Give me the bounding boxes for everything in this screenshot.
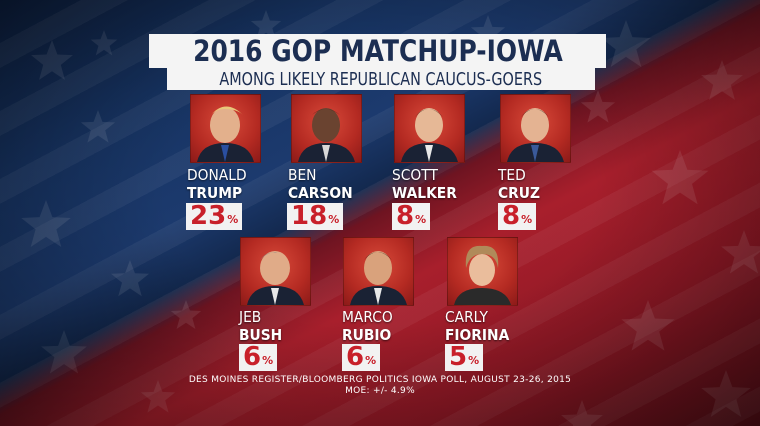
candidate-photo xyxy=(394,94,465,163)
percent-value: 6 xyxy=(346,342,365,372)
candidate-name: MARCO RUBIO xyxy=(342,308,397,344)
star-icon xyxy=(21,200,71,248)
percent-sign: % xyxy=(468,354,480,367)
candidate-name: TED CRUZ xyxy=(498,166,544,202)
margin-of-error: MOE: +/- 4.9% xyxy=(345,386,415,396)
star-icon xyxy=(721,230,760,274)
candidate-photo xyxy=(240,237,311,306)
star-icon xyxy=(580,90,616,123)
star-icon xyxy=(90,30,118,56)
star-icon xyxy=(701,370,751,418)
candidate-photo xyxy=(190,94,261,163)
percent-sign: % xyxy=(262,354,274,367)
candidate-photo xyxy=(291,94,362,163)
percent-badge: 6% xyxy=(342,342,381,372)
percent-value: 8 xyxy=(396,201,415,231)
percent-sign: % xyxy=(365,354,377,367)
first-name: BEN xyxy=(288,166,317,184)
percent-sign: % xyxy=(328,213,340,226)
percent-badge: 5% xyxy=(445,342,484,372)
star-icon xyxy=(140,380,176,413)
subtitle-banner: AMONG LIKELY REPUBLICAN CAUCUS-GOERS xyxy=(167,68,595,90)
candidate-name: SCOTT WALKER xyxy=(392,166,462,202)
first-name: JEB xyxy=(239,308,262,326)
percent-value: 23 xyxy=(190,201,227,231)
page-subtitle: AMONG LIKELY REPUBLICAN CAUCUS-GOERS xyxy=(219,68,543,90)
star-icon xyxy=(601,20,651,68)
percent-value: 8 xyxy=(502,201,521,231)
first-name: TED xyxy=(498,166,526,184)
portrait-icon xyxy=(401,108,458,162)
first-name: MARCO xyxy=(342,308,393,326)
candidate-photo xyxy=(343,237,414,306)
last-name: FIORINA xyxy=(445,326,510,344)
portrait-icon xyxy=(298,108,355,162)
star-icon xyxy=(41,330,87,374)
star-icon xyxy=(621,300,675,351)
first-name: SCOTT xyxy=(392,166,438,184)
last-name: CARSON xyxy=(288,184,353,202)
candidate-name: DONALD TRUMP xyxy=(187,166,252,202)
star-icon xyxy=(80,110,116,143)
portrait-icon xyxy=(454,245,511,305)
star-icon xyxy=(250,10,282,39)
candidate-photo xyxy=(500,94,571,163)
percent-badge: 8% xyxy=(392,201,431,231)
portrait-icon xyxy=(247,251,304,305)
candidate-name: JEB BUSH xyxy=(239,308,286,344)
page-title: 2016 GOP MATCHUP-IOWA xyxy=(192,34,563,68)
first-name: DONALD xyxy=(187,166,247,184)
percent-value: 5 xyxy=(449,342,468,372)
portrait-icon xyxy=(350,251,407,305)
first-name: CARLY xyxy=(445,308,488,326)
percent-sign: % xyxy=(415,213,427,226)
candidate-name: BEN CARSON xyxy=(288,166,358,202)
star-icon xyxy=(470,15,506,48)
percent-value: 6 xyxy=(243,342,262,372)
candidate-name: CARLY FIORINA xyxy=(445,308,515,344)
percent-sign: % xyxy=(227,213,239,226)
star-icon xyxy=(170,300,202,329)
star-icon xyxy=(31,40,73,80)
last-name: CRUZ xyxy=(498,184,540,202)
last-name: BUSH xyxy=(239,326,283,344)
candidate-photo xyxy=(447,237,518,306)
star-icon xyxy=(701,60,743,100)
last-name: RUBIO xyxy=(342,326,392,344)
title-banner: 2016 GOP MATCHUP-IOWA xyxy=(149,34,606,68)
portrait-icon xyxy=(197,106,254,162)
percent-badge: 23% xyxy=(186,201,243,231)
star-icon xyxy=(110,260,150,297)
percent-badge: 18% xyxy=(287,201,344,231)
percent-badge: 8% xyxy=(498,201,537,231)
portrait-icon xyxy=(507,108,564,162)
percent-value: 18 xyxy=(291,201,328,231)
percent-sign: % xyxy=(521,213,533,226)
last-name: WALKER xyxy=(392,184,457,202)
source-note: DES MOINES REGISTER/BLOOMBERG POLITICS I… xyxy=(188,375,572,385)
percent-badge: 6% xyxy=(239,342,278,372)
star-icon xyxy=(561,400,603,426)
star-icon xyxy=(651,150,709,205)
last-name: TRUMP xyxy=(187,184,243,202)
